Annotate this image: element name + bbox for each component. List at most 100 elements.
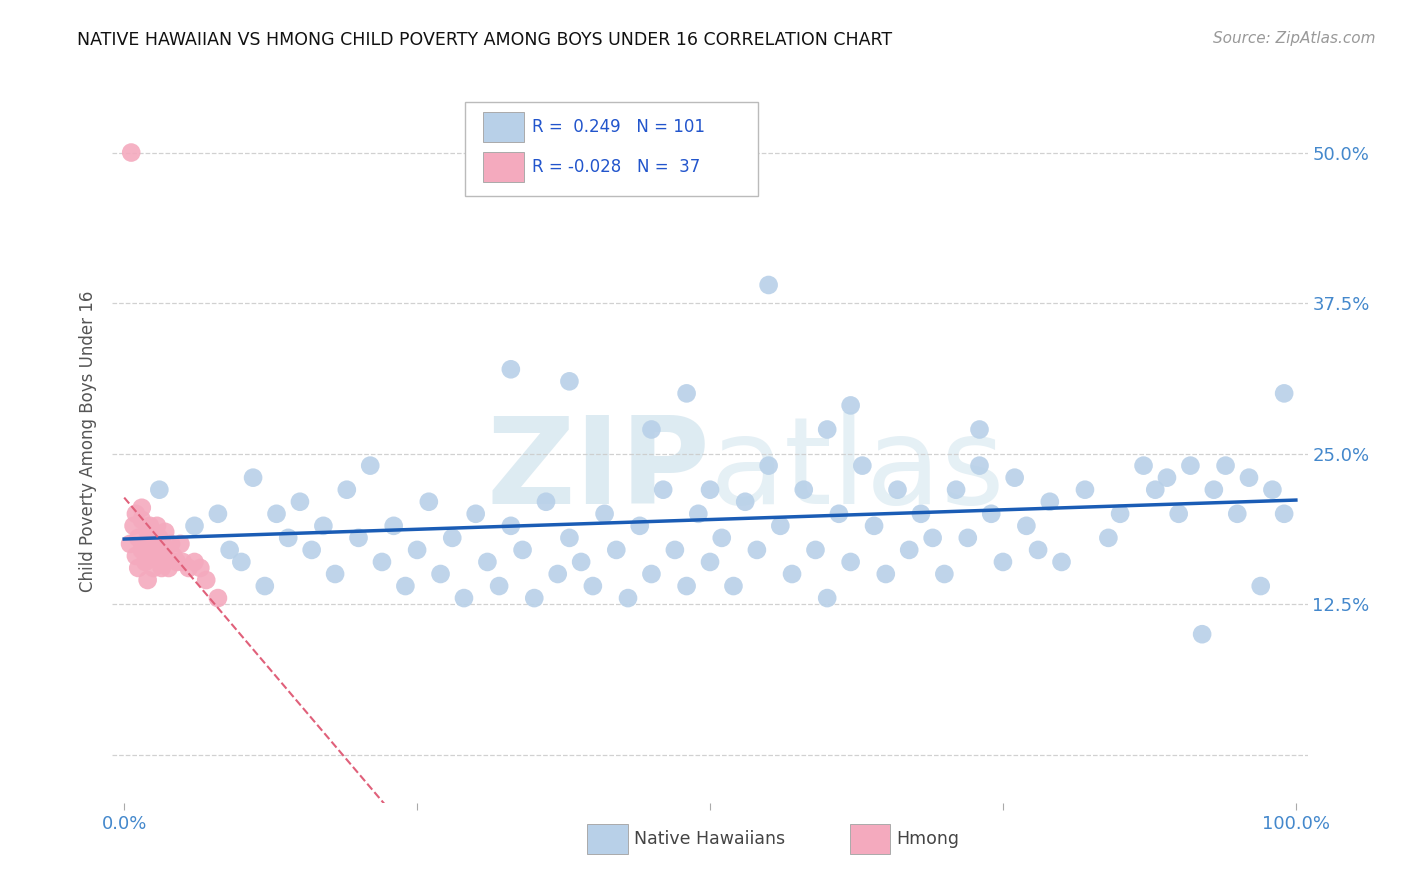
Text: Source: ZipAtlas.com: Source: ZipAtlas.com <box>1212 31 1375 46</box>
Point <box>125 507 148 521</box>
Point <box>991 555 1014 569</box>
Point <box>499 362 522 376</box>
Point <box>464 507 486 521</box>
Point <box>139 549 162 563</box>
Point <box>1050 555 1073 569</box>
Point <box>1004 471 1026 485</box>
Point <box>301 542 323 557</box>
Point <box>146 519 169 533</box>
Point <box>148 531 170 545</box>
Point <box>359 458 381 473</box>
Y-axis label: Child Poverty Among Boys Under 16: Child Poverty Among Boys Under 16 <box>79 291 97 592</box>
Point <box>1237 471 1260 485</box>
Point <box>1272 386 1295 401</box>
Text: NATIVE HAWAIIAN VS HMONG CHILD POVERTY AMONG BOYS UNDER 16 CORRELATION CHART: NATIVE HAWAIIAN VS HMONG CHILD POVERTY A… <box>77 31 893 49</box>
Point <box>875 567 897 582</box>
Point <box>1109 507 1132 521</box>
Point <box>277 531 299 545</box>
Point <box>921 531 943 545</box>
Point <box>1202 483 1225 497</box>
Point <box>1026 542 1049 557</box>
Text: atlas: atlas <box>710 412 1005 529</box>
Point <box>336 483 359 497</box>
Point <box>1074 483 1097 497</box>
Point <box>127 531 149 545</box>
Point <box>120 145 142 160</box>
Point <box>1250 579 1272 593</box>
Text: Hmong: Hmong <box>897 830 959 848</box>
Point <box>231 555 253 569</box>
Point <box>242 471 264 485</box>
Point <box>312 519 335 533</box>
Point <box>207 591 229 606</box>
Point <box>605 542 627 557</box>
Point <box>453 591 475 606</box>
Point <box>628 519 651 533</box>
Point <box>148 483 170 497</box>
Point <box>1191 627 1213 641</box>
Point <box>780 567 803 582</box>
Text: R = -0.028   N =  37: R = -0.028 N = 37 <box>531 158 700 176</box>
Point <box>131 542 153 557</box>
Point <box>488 579 510 593</box>
Point <box>640 567 662 582</box>
Point <box>969 423 991 437</box>
Text: ZIP: ZIP <box>486 412 710 529</box>
Point <box>1272 507 1295 521</box>
Point <box>804 542 827 557</box>
Point <box>523 591 546 606</box>
Point <box>139 519 162 533</box>
Point <box>1132 458 1154 473</box>
Point <box>188 561 212 575</box>
Point <box>839 398 862 412</box>
Point <box>266 507 288 521</box>
Point <box>558 375 581 389</box>
Point <box>758 458 780 473</box>
Point <box>863 519 886 533</box>
Point <box>851 458 873 473</box>
Point <box>1261 483 1284 497</box>
FancyBboxPatch shape <box>586 823 627 855</box>
Point <box>1180 458 1202 473</box>
Point <box>218 542 240 557</box>
Text: Native Hawaiians: Native Hawaiians <box>634 830 785 848</box>
Point <box>418 494 440 508</box>
Point <box>956 531 979 545</box>
Point <box>910 507 932 521</box>
Point <box>1156 471 1178 485</box>
Point <box>150 561 173 575</box>
FancyBboxPatch shape <box>849 823 890 855</box>
Point <box>886 483 908 497</box>
Point <box>569 555 592 569</box>
Point <box>969 458 991 473</box>
Point <box>406 542 429 557</box>
FancyBboxPatch shape <box>484 152 523 182</box>
Point <box>323 567 346 582</box>
Point <box>253 579 276 593</box>
Point <box>183 519 205 533</box>
Point <box>640 423 662 437</box>
Point <box>1167 507 1189 521</box>
Point <box>166 555 188 569</box>
Point <box>593 507 616 521</box>
Point <box>1144 483 1167 497</box>
Point <box>980 507 1002 521</box>
Point <box>177 561 200 575</box>
Point <box>582 579 605 593</box>
Point <box>131 513 153 527</box>
Point <box>558 531 581 545</box>
Point <box>148 549 170 563</box>
Point <box>122 519 145 533</box>
Point <box>652 483 675 497</box>
Point <box>1226 507 1249 521</box>
Point <box>699 483 721 497</box>
Point <box>183 555 205 569</box>
Point <box>127 561 149 575</box>
Point <box>839 555 862 569</box>
Point <box>207 507 229 521</box>
Point <box>793 483 815 497</box>
Point <box>152 537 174 551</box>
Text: R =  0.249   N = 101: R = 0.249 N = 101 <box>531 119 704 136</box>
Point <box>120 537 141 551</box>
Point <box>288 494 311 508</box>
